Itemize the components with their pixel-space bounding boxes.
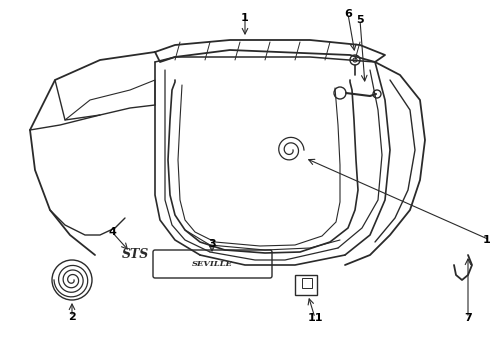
Text: STS: STS [122, 248, 148, 261]
Text: SEVILLE: SEVILLE [192, 260, 232, 268]
Bar [295, 275, 317, 295]
Text: 1: 1 [241, 13, 249, 23]
Bar [302, 278, 312, 288]
Text: 5: 5 [356, 15, 364, 25]
Text: 6: 6 [344, 9, 352, 19]
Text: 17: 17 [482, 235, 490, 245]
Text: 2: 2 [68, 312, 76, 322]
Text: 3: 3 [208, 239, 216, 249]
Text: 11: 11 [307, 313, 323, 323]
Text: 4: 4 [108, 227, 116, 237]
Text: 7: 7 [464, 313, 472, 323]
